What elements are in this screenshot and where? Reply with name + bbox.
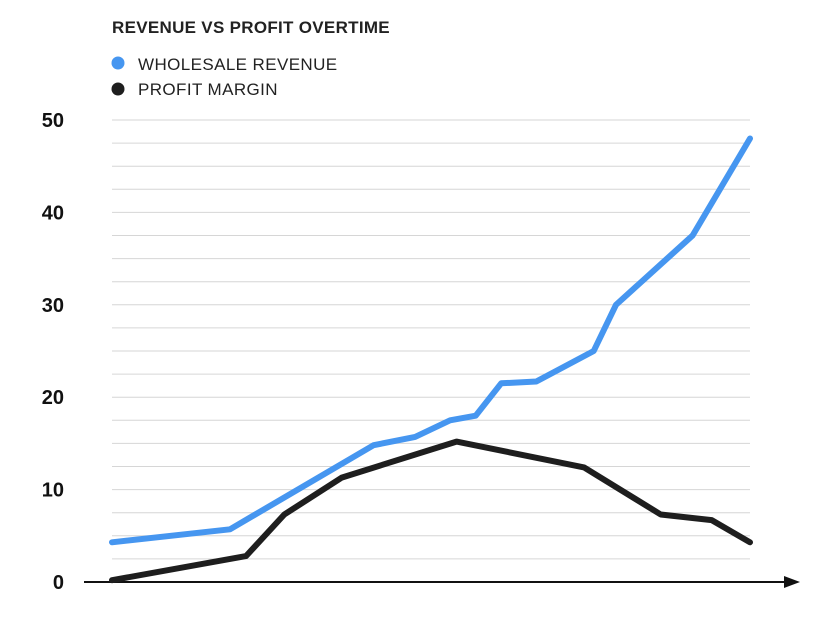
gridlines: [112, 119, 750, 560]
y-axis-ticks: 0 10 20 30 40 50: [42, 110, 64, 594]
legend-swatch-profit-margin: [111, 82, 125, 96]
series-line-profit-margin: [109, 438, 753, 584]
legend: WHOLESALE REVENUE PROFIT MARGIN: [111, 55, 338, 99]
series-lines: [109, 135, 753, 584]
x-axis: [84, 576, 800, 588]
y-tick-label: 20: [42, 387, 64, 409]
y-tick-label: 40: [42, 202, 64, 224]
y-tick-label: 50: [42, 110, 64, 132]
legend-label-wholesale-revenue: WHOLESALE REVENUE: [138, 55, 338, 74]
y-tick-label: 30: [42, 295, 64, 317]
series-line-wholesale-revenue: [109, 135, 753, 546]
y-tick-label: 10: [42, 480, 64, 502]
chart-title: REVENUE VS PROFIT OVERTIME: [112, 18, 390, 37]
legend-swatch-wholesale-revenue: [111, 56, 125, 70]
legend-label-profit-margin: PROFIT MARGIN: [138, 80, 278, 99]
x-axis-arrow-icon: [784, 576, 800, 588]
y-tick-label: 0: [53, 572, 64, 594]
